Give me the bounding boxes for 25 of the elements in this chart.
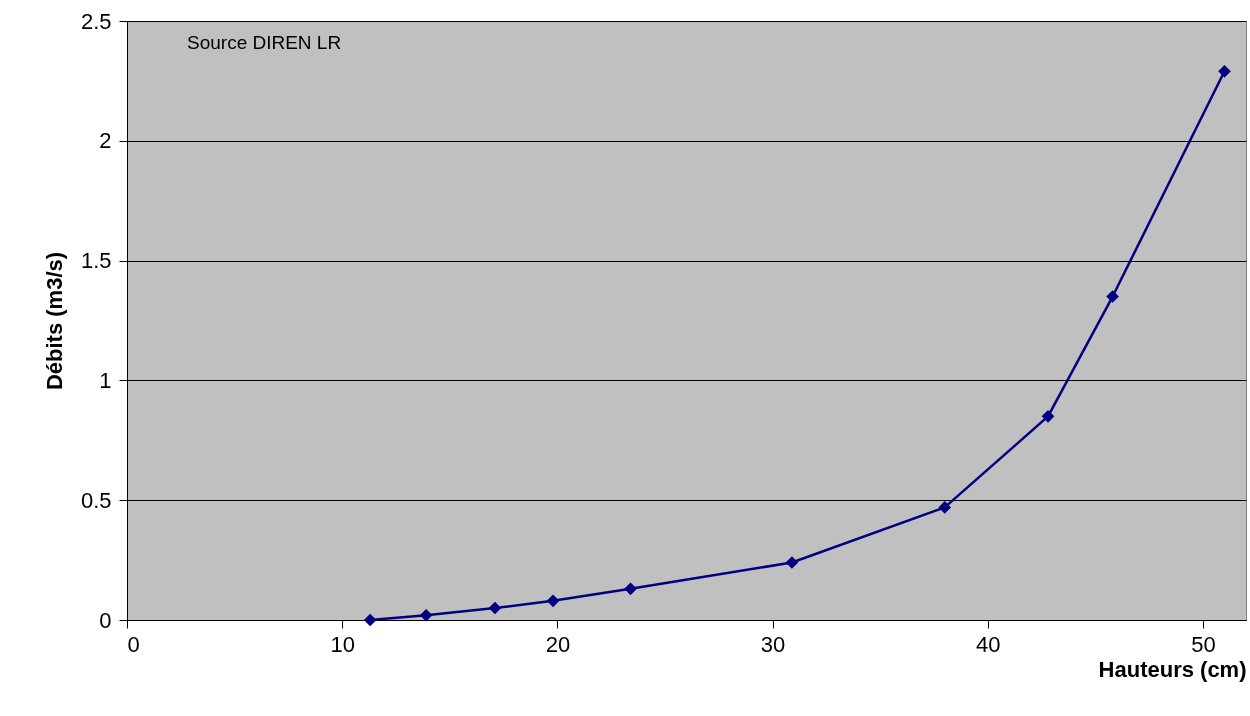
point — [1106, 290, 1119, 303]
x-tick-label: 30 — [760, 631, 786, 657]
y-tick-label: 2 — [99, 128, 112, 154]
y-tick-label: 0 — [99, 607, 112, 633]
point — [488, 601, 502, 615]
x-tick-label: 40 — [976, 631, 1001, 657]
x-tick-label: 50 — [1191, 631, 1216, 657]
x-tick-label: 20 — [545, 631, 571, 657]
annotation: Source DIREN LR — [187, 32, 342, 53]
y-tick-label: 1 — [99, 367, 112, 393]
point — [785, 556, 799, 569]
x-tick-label: 10 — [330, 631, 355, 657]
x-axis-title: Hauteurs (cm) — [1098, 656, 1247, 682]
point — [938, 501, 952, 514]
x-tick-label: 0 — [127, 631, 140, 657]
point — [419, 608, 433, 622]
y-tick-label: 0.5 — [80, 487, 112, 513]
point — [624, 582, 637, 596]
point — [1041, 410, 1055, 423]
point — [363, 613, 377, 627]
point — [1218, 64, 1231, 78]
point — [546, 594, 560, 608]
y-tick-label: 2.5 — [80, 8, 112, 34]
y-tick-label: 1.5 — [80, 248, 112, 274]
y-axis-title: Débits (m3/s) — [41, 251, 67, 391]
